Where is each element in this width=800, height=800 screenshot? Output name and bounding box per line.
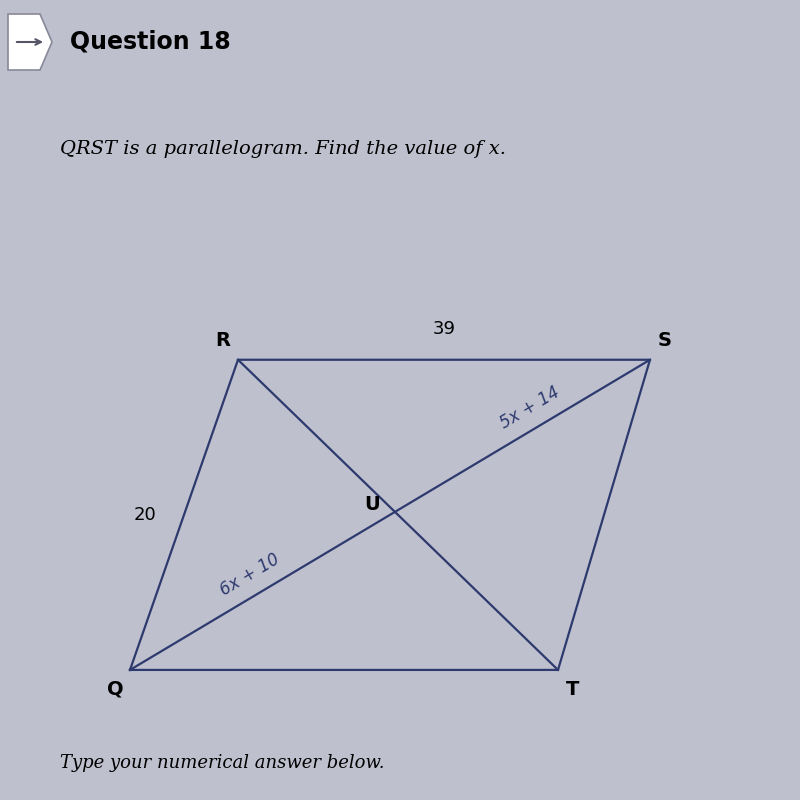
Text: 20: 20 [134,506,156,524]
Text: U: U [364,495,380,514]
Text: R: R [215,330,230,350]
Text: 39: 39 [433,320,455,338]
Text: S: S [658,330,672,350]
Polygon shape [8,14,52,70]
Text: 6x + 10: 6x + 10 [217,550,283,599]
Text: T: T [566,680,580,699]
Text: Type your numerical answer below.: Type your numerical answer below. [60,754,385,772]
Text: 5x + 14: 5x + 14 [497,382,563,432]
Text: Question 18: Question 18 [70,30,230,54]
Text: QRST is a parallelogram. Find the value of x.: QRST is a parallelogram. Find the value … [60,140,506,158]
Text: Q: Q [106,680,123,699]
